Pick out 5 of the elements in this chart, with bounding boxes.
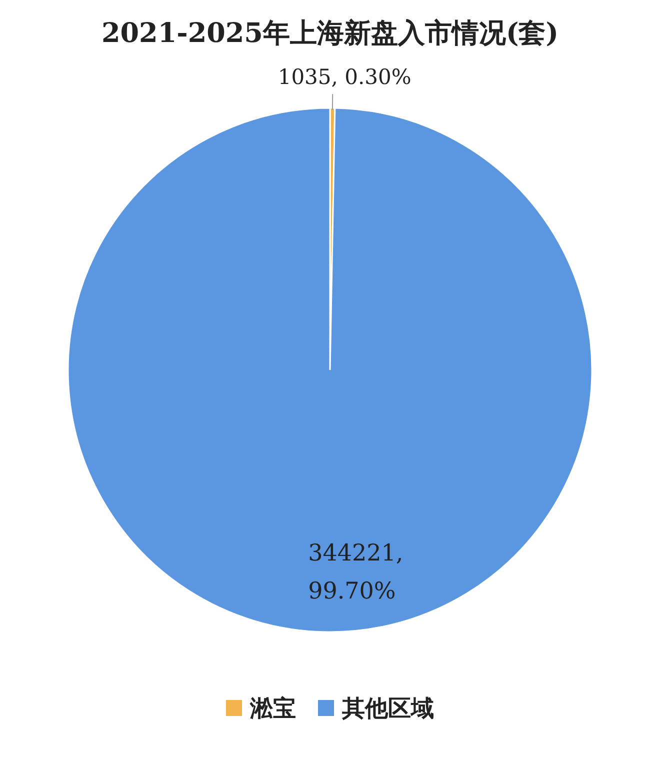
chart-title: 2021-2025年上海新盘入市情况(套) [101, 18, 559, 49]
data-label: 344221, 99.70% [308, 540, 404, 604]
legend-label: 其他区域 [341, 695, 434, 722]
legend-label: 淞宝 [249, 695, 296, 722]
data-label: 1035, 0.30% [278, 65, 412, 90]
